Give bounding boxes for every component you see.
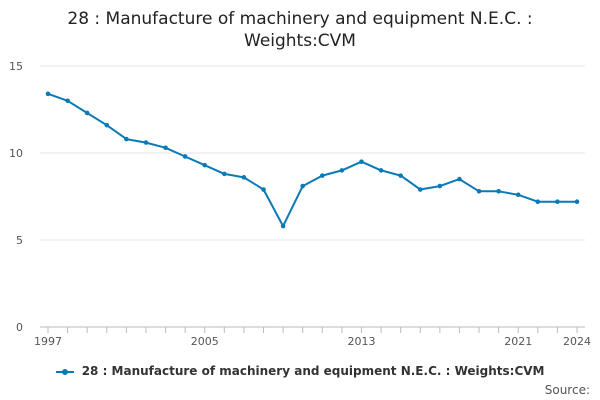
data-point [515,192,521,198]
y-tick-label: 0 [16,321,23,334]
data-point [261,187,266,192]
data-point [398,173,403,178]
data-point [457,176,462,182]
legend[interactable]: 28 : Manufacture of machinery and equipm… [0,364,600,378]
x-tick-label: 2013 [347,335,375,348]
x-tick-label: 1997 [34,335,62,348]
data-point [555,199,560,205]
chart-title-line-2: Weights:CVM [244,31,356,51]
data-point [202,162,208,168]
data-point [359,159,364,164]
data-point [378,168,384,173]
chart-title: 28 : Manufacture of machinery and equipm… [0,8,600,52]
grid-lines [40,65,585,241]
data-point [84,110,90,116]
data-point [163,145,168,151]
data-point [241,175,247,180]
y-tick-label: 10 [9,147,23,160]
y-tick-label: 15 [9,60,23,73]
y-tick-label: 5 [16,234,23,247]
axes: 0 5 10 15 1997 2005 2013 2021 2024 [9,60,591,348]
data-point [574,199,580,205]
data-point [222,171,227,177]
source-label: Source: [544,383,590,397]
data-point [319,173,325,178]
x-tick-label: 2024 [563,335,591,348]
data-point [280,223,286,229]
data-point [496,188,501,194]
x-tick-label: 2005 [191,335,219,348]
data-point [143,140,149,145]
data-point [104,122,110,128]
data-point [339,168,345,173]
legend-label: 28 : Manufacture of machinery and equipm… [81,364,545,378]
data-point [417,187,423,192]
data-point [182,154,188,159]
data-point [300,183,306,189]
data-point [535,199,541,205]
data-point [65,98,70,104]
data-point [45,91,51,97]
series-layer [45,91,580,229]
series-line [47,92,577,228]
legend-line-marker-icon [55,367,74,377]
x-tick-label: 2021 [504,335,532,348]
data-point [476,188,482,194]
data-point [437,183,443,189]
data-point [124,136,129,142]
chart-title-line-1: 28 : Manufacture of machinery and equipm… [67,9,533,29]
